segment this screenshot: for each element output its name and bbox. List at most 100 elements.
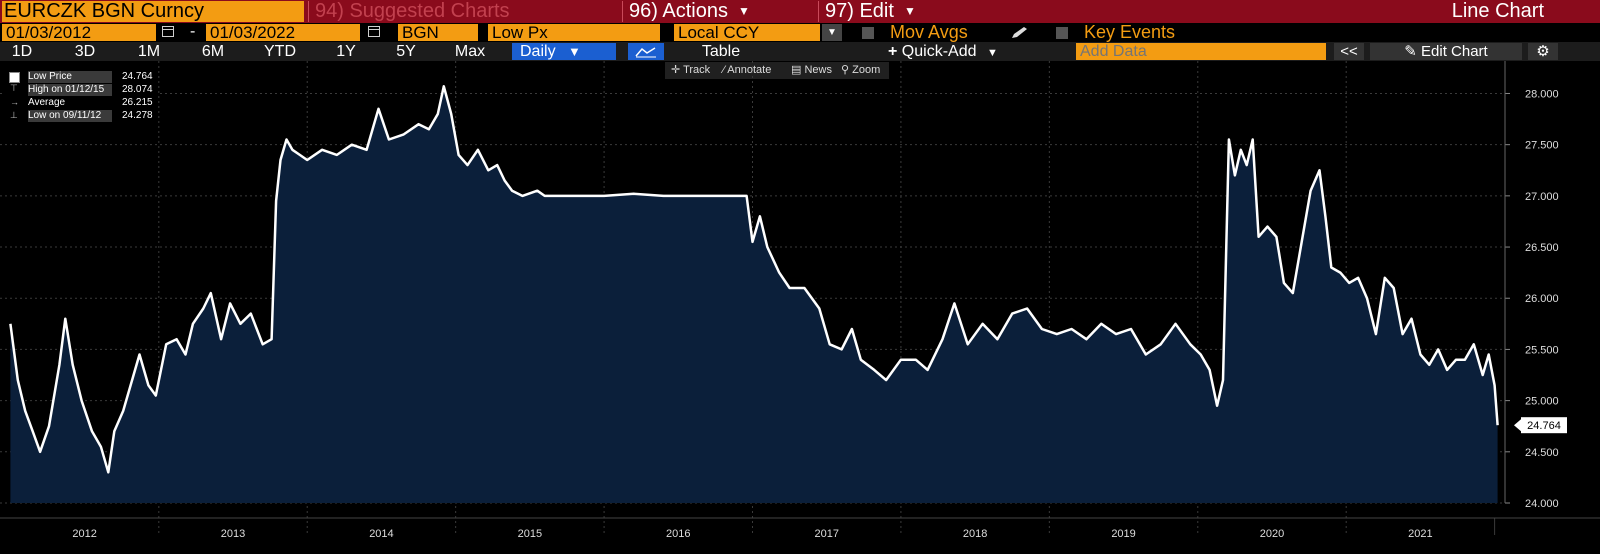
key-events-label[interactable]: Key Events [1084, 22, 1176, 42]
mov-avgs-checkbox[interactable] [862, 27, 874, 39]
legend-value-low-price: 24.764 [122, 71, 153, 82]
timeframe-1m[interactable]: 1M [137, 43, 161, 60]
periodicity-label: Daily [520, 43, 556, 60]
last-value-pointer [1514, 419, 1521, 432]
pencil-icon[interactable] [1010, 26, 1030, 40]
timeframe-1d[interactable]: 1D [11, 43, 33, 60]
currency-select[interactable]: Local CCY [674, 24, 820, 41]
x-tick-label: 2012 [72, 528, 96, 540]
settings-bar: 01/03/2012 - 01/03/2022 BGN Low Px Local… [0, 23, 1600, 42]
timeframe-ytd[interactable]: YTD [264, 43, 296, 60]
actions-menu[interactable]: 96) Actions ▼ [622, 1, 816, 22]
series-line [9, 85, 1499, 474]
timeframe-max[interactable]: Max [454, 43, 486, 60]
calendar-icon[interactable] [162, 26, 174, 37]
actions-label: 96) Actions [629, 0, 728, 22]
table-button[interactable]: Table [701, 43, 741, 60]
low-marker-icon: ⊥ [10, 110, 18, 120]
x-tick-label: 2019 [1111, 528, 1135, 540]
periodicity-select[interactable]: Daily ▼ [512, 43, 616, 60]
chevron-down-icon: ▼ [568, 44, 581, 59]
edit-menu[interactable]: 97) Edit ▼ [818, 1, 962, 22]
security-ticker[interactable]: EURCZK BGN Curncy [2, 1, 304, 22]
series-color-swatch[interactable] [9, 72, 20, 83]
last-value-marker: 24.764 [1514, 417, 1567, 434]
calendar-icon[interactable] [368, 26, 380, 37]
last-value-label: 24.764 [1527, 420, 1561, 432]
y-tick-label: 28.000 [1525, 88, 1559, 100]
y-tick-label: 24.500 [1525, 447, 1559, 459]
annotate-label: Annotate [727, 64, 772, 76]
toolbar: 1D 3D 1M 6M YTD 1Y 5Y Max Daily ▼ Table + Quick… [0, 42, 1600, 61]
line-chart-icon[interactable] [628, 43, 664, 60]
date-separator: - [190, 23, 196, 40]
crosshair-icon: ✛ [671, 64, 681, 76]
x-tick-label: 2014 [369, 528, 393, 540]
timeframe-5y[interactable]: 5Y [396, 43, 416, 60]
timeframe-6m[interactable]: 6M [201, 43, 225, 60]
y-axis: 24.000 24.500 25.000 25.500 26.000 26.500 27.0… [1504, 61, 1559, 510]
legend-value-high: 28.074 [122, 84, 153, 95]
price-chart[interactable]: 24.000 24.500 25.000 25.500 26.000 26.500 27.0… [0, 61, 1600, 554]
y-tick-label: 24.000 [1525, 498, 1559, 510]
y-tick-label: 26.000 [1525, 293, 1559, 305]
x-tick-label: 2015 [518, 528, 542, 540]
start-date-field[interactable]: 01/03/2012 [2, 24, 156, 41]
chart-legend[interactable]: Low Price 24.764 ⊤ High on 01/12/15 28.0… [4, 70, 158, 126]
plus-icon: + [888, 43, 898, 60]
x-tick-label: 2013 [221, 528, 245, 540]
annotate-tool[interactable]: ⁄ Annotate [723, 62, 771, 79]
chart-type-title: Line Chart [1451, 0, 1544, 22]
high-marker-icon: ⊤ [10, 83, 18, 93]
y-tick-label: 25.000 [1525, 396, 1559, 408]
legend-label-average: Average [28, 97, 66, 108]
legend-label-high: High on 01/12/15 [28, 84, 105, 95]
suggested-charts-menu[interactable]: 94) Suggested Charts [308, 1, 620, 22]
edit-label: 97) Edit [825, 0, 894, 22]
y-tick-label: 27.500 [1525, 140, 1559, 152]
magnifier-icon: ⚲ [841, 64, 850, 76]
timeframe-1y[interactable]: 1Y [336, 43, 356, 60]
quick-add-button[interactable]: + Quick-Add ▼ [888, 42, 998, 63]
edit-chart-label: Edit Chart [1421, 43, 1488, 60]
x-tick-label: 2020 [1260, 528, 1284, 540]
legend-value-average: 26.215 [122, 97, 153, 108]
key-events-checkbox[interactable] [1056, 27, 1068, 39]
zoom-tool[interactable]: ⚲ Zoom [841, 62, 880, 79]
suggested-charts-label: 94) Suggested Charts [315, 0, 510, 22]
y-tick-label: 25.500 [1525, 344, 1559, 356]
timeframe-3d[interactable]: 3D [74, 43, 96, 60]
news-label: News [804, 64, 832, 76]
pricing-source-field[interactable]: BGN [398, 24, 478, 41]
collapse-button[interactable]: << [1334, 43, 1364, 60]
add-data-input[interactable] [1076, 43, 1326, 60]
chart-tools: ✛ Track ⁄ Annotate ▤ News ⚲ Zoom [665, 62, 889, 79]
average-marker-icon: → [10, 97, 19, 107]
news-icon: ▤ [791, 64, 802, 76]
mov-avgs-label[interactable]: Mov Avgs [890, 22, 968, 42]
chevron-down-icon: ▼ [737, 4, 750, 18]
track-tool[interactable]: ✛ Track [671, 62, 710, 79]
edit-chart-button[interactable]: ✎ Edit Chart [1370, 43, 1522, 60]
x-tick-label: 2021 [1408, 528, 1432, 540]
area-fill [10, 86, 1498, 504]
price-field-select[interactable]: Low Px [488, 24, 660, 41]
legend-label-low: Low on 09/11/12 [28, 110, 102, 121]
x-axis: 2012 2013 2014 2015 2016 2017 2018 2019 2020 2021 [0, 517, 1600, 540]
top-menu-bar: EURCZK BGN Curncy 94) Suggested Charts 9… [0, 0, 1600, 23]
x-tick-label: 2016 [666, 528, 690, 540]
end-date-field[interactable]: 01/03/2022 [206, 24, 360, 41]
quick-add-label: Quick-Add [901, 43, 977, 60]
chevron-down-icon: ▼ [986, 47, 998, 59]
x-tick-label: 2017 [814, 528, 838, 540]
last-value-badge [1521, 417, 1567, 434]
y-tick-label: 27.000 [1525, 191, 1559, 203]
y-tick-label: 26.500 [1525, 242, 1559, 254]
pencil-icon: ⁄ [723, 64, 725, 76]
zoom-label: Zoom [852, 64, 881, 76]
pencil-icon: ✎ [1404, 43, 1417, 60]
track-label: Track [683, 64, 711, 76]
gear-icon[interactable]: ⚙ [1528, 43, 1558, 60]
news-tool[interactable]: ▤ News [791, 62, 832, 79]
chevron-down-icon[interactable]: ▼ [822, 24, 842, 41]
